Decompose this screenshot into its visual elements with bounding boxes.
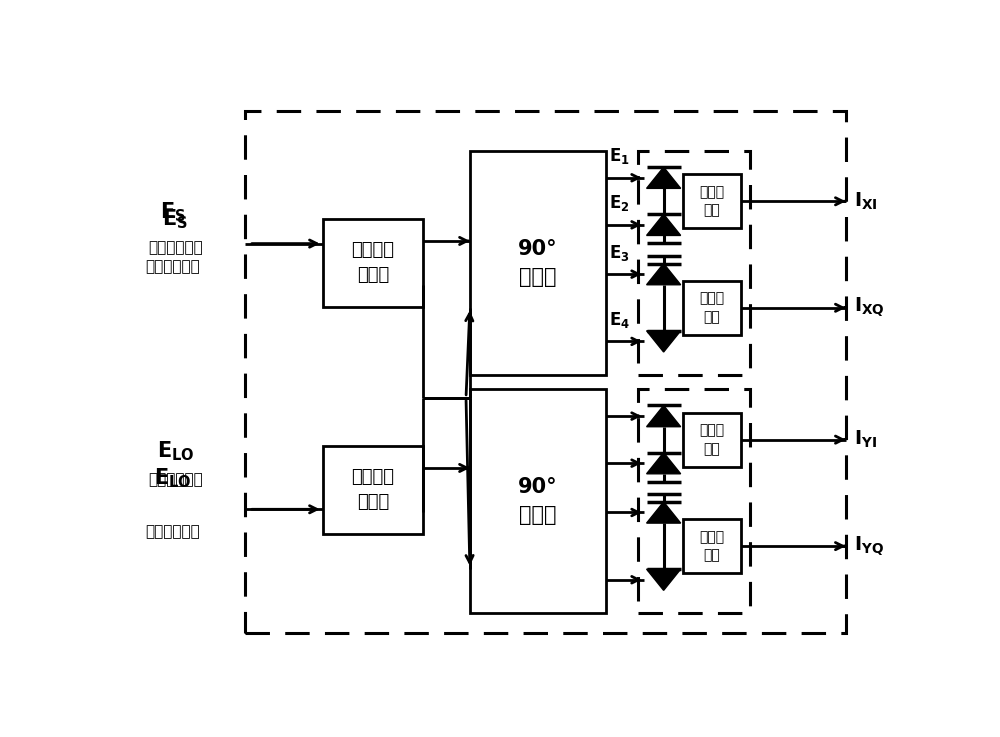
Bar — [323, 446, 423, 534]
Text: $\mathbf{E_{LO}}$: $\mathbf{E_{LO}}$ — [157, 440, 194, 464]
Polygon shape — [647, 331, 681, 352]
Polygon shape — [647, 453, 681, 474]
Text: 信号光输入端: 信号光输入端 — [146, 259, 200, 273]
Text: 本振光输入端: 本振光输入端 — [148, 472, 203, 487]
Text: 平衡接
收机: 平衡接 收机 — [700, 424, 725, 456]
Bar — [683, 175, 741, 228]
Bar — [245, 111, 846, 633]
Polygon shape — [647, 264, 681, 284]
Polygon shape — [647, 214, 681, 235]
Bar — [683, 281, 741, 335]
Text: $\mathbf{I_{YQ}}$: $\mathbf{I_{YQ}}$ — [854, 534, 884, 558]
Text: 90°
混频器: 90° 混频器 — [518, 478, 558, 525]
Text: 平衡接
收机: 平衡接 收机 — [700, 530, 725, 562]
Text: $\mathbf{I_{XI}}$: $\mathbf{I_{XI}}$ — [854, 191, 877, 212]
Bar — [470, 389, 606, 613]
Polygon shape — [647, 405, 681, 427]
Text: 第一偏振
分束器: 第一偏振 分束器 — [352, 242, 394, 284]
Text: 平衡接
收机: 平衡接 收机 — [700, 292, 725, 324]
Text: $\mathbf{I_{XQ}}$: $\mathbf{I_{XQ}}$ — [854, 296, 884, 319]
Text: 信号光输入端: 信号光输入端 — [148, 240, 203, 255]
Bar — [638, 151, 750, 375]
Text: $\mathbf{E_S}$: $\mathbf{E_S}$ — [160, 200, 186, 224]
Text: $\mathbf{E_S}$: $\mathbf{E_S}$ — [162, 207, 188, 231]
Text: 平衡接
收机: 平衡接 收机 — [700, 185, 725, 217]
Text: $\mathbf{E_1}$: $\mathbf{E_1}$ — [609, 147, 629, 167]
Text: 90°
混频器: 90° 混频器 — [518, 239, 558, 287]
Text: $\mathbf{E_2}$: $\mathbf{E_2}$ — [609, 194, 629, 214]
Bar — [683, 413, 741, 467]
Bar — [323, 219, 423, 307]
Text: 第二偏振
分束器: 第二偏振 分束器 — [352, 469, 394, 511]
Text: $\mathbf{E_{LO}}$: $\mathbf{E_{LO}}$ — [154, 467, 192, 490]
Text: $\mathbf{I_{YI}}$: $\mathbf{I_{YI}}$ — [854, 429, 877, 450]
Text: $\mathbf{E_3}$: $\mathbf{E_3}$ — [609, 242, 629, 263]
Bar — [683, 519, 741, 573]
Bar — [470, 151, 606, 375]
Polygon shape — [647, 569, 681, 590]
Text: 本振光输入端: 本振光输入端 — [146, 525, 200, 539]
Polygon shape — [647, 167, 681, 189]
Text: $\mathbf{E_4}$: $\mathbf{E_4}$ — [609, 310, 630, 330]
Polygon shape — [647, 502, 681, 523]
Bar — [638, 389, 750, 613]
